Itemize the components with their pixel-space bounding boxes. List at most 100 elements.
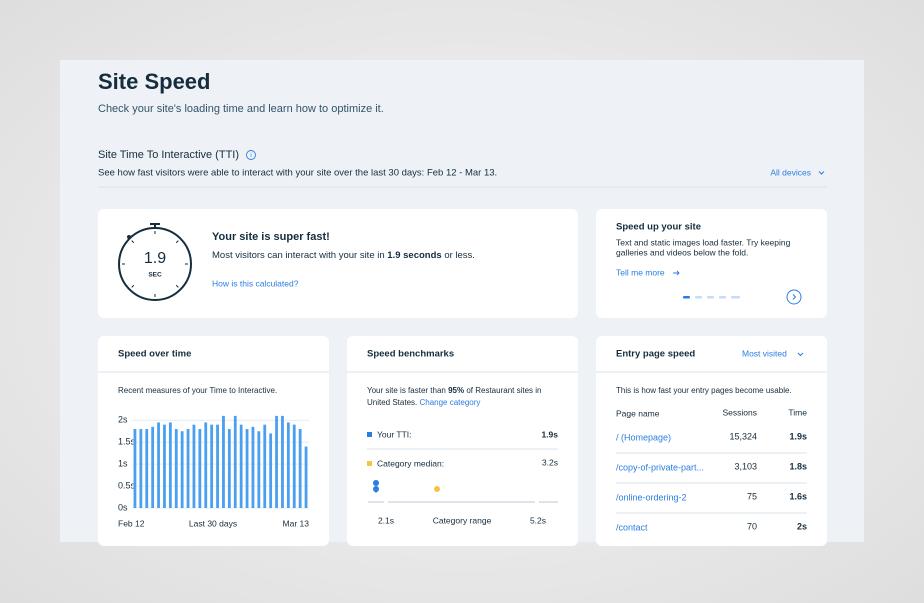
legend-swatch <box>367 461 372 466</box>
your-pin <box>373 486 379 492</box>
range-track <box>368 501 384 503</box>
entry-card <box>596 336 827 546</box>
page-link[interactable]: / (Homepage) <box>616 432 671 442</box>
sessions: 75 <box>747 491 757 501</box>
tick <box>131 240 135 244</box>
pager-dot[interactable] <box>719 296 726 299</box>
your-pin <box>373 480 380 493</box>
summary-link[interactable]: How is this calculated? <box>212 278 299 288</box>
range-label: Category range <box>433 515 492 525</box>
pager-dot[interactable] <box>707 296 714 299</box>
y-tick-label: 1s <box>118 459 128 469</box>
card-description: This is how fast your entry pages become… <box>616 386 792 395</box>
bar <box>163 424 166 508</box>
page-link[interactable]: /contact <box>616 522 648 532</box>
pager-dot[interactable] <box>683 296 690 299</box>
bar <box>145 429 149 508</box>
x-label: Last 30 days <box>189 518 237 528</box>
bar <box>304 446 308 508</box>
column-header: Sessions <box>723 407 758 417</box>
bar <box>198 429 202 508</box>
y-tick-label: 1.5s <box>118 437 136 447</box>
info-icon[interactable] <box>246 150 256 160</box>
bar <box>298 429 302 508</box>
range-track <box>539 501 558 503</box>
pager-dot[interactable] <box>695 296 702 299</box>
y-tick-label: 0s <box>118 502 128 512</box>
next-button[interactable] <box>786 289 802 305</box>
stopwatch-knob <box>127 235 131 239</box>
info-i: i <box>250 153 251 159</box>
row-value: 3.2s <box>542 457 558 467</box>
stopwatch-ticks <box>122 231 188 297</box>
benchmark-text: Your site is faster than 95% of Restaura… <box>367 386 541 395</box>
bar <box>275 415 278 508</box>
bar <box>281 415 284 508</box>
bar <box>133 429 137 508</box>
bar <box>292 424 296 508</box>
summary-value: 1.9 <box>144 250 166 267</box>
text: Your site is faster than <box>367 386 448 395</box>
time: 1.9s <box>789 431 807 441</box>
bar <box>186 429 190 508</box>
x-label: Feb 12 <box>118 518 145 528</box>
text-bold: 1.9 seconds <box>387 250 441 261</box>
legend-swatch <box>367 432 372 437</box>
benchmark-text: United States. Change category <box>367 398 480 407</box>
chevron <box>797 352 804 357</box>
time: 1.8s <box>789 461 807 471</box>
summary-text: Most visitors can interact with your sit… <box>212 250 475 261</box>
card-title: Entry page speed <box>616 349 695 360</box>
bar <box>151 426 155 508</box>
bar <box>139 429 143 508</box>
chevron <box>818 171 825 175</box>
tip-title: Speed up your site <box>616 222 701 233</box>
bar <box>192 424 196 508</box>
arrow <box>673 270 680 276</box>
summary-unit: SEC <box>148 272 162 279</box>
row-label: Category median: <box>377 458 444 468</box>
link[interactable]: Change category <box>419 398 480 407</box>
bar <box>227 429 231 508</box>
bar <box>180 431 184 508</box>
page-link[interactable]: /online-ordering-2 <box>616 492 687 502</box>
card-description: Recent measures of your Time to Interact… <box>118 386 277 395</box>
pager-dot[interactable] <box>731 296 740 299</box>
entry-filter[interactable]: Most visited <box>742 348 787 358</box>
tip-line: Text and static images load faster. Try … <box>616 237 791 247</box>
range-min: 2.1s <box>378 515 394 525</box>
card-title: Speed over time <box>118 349 191 360</box>
entry-rows: / (Homepage) 15,324 1.9s/copy-of-private-p… <box>616 431 807 532</box>
text-bold: 95% <box>448 386 464 395</box>
column-header: Time <box>788 407 807 417</box>
time: 2s <box>797 521 807 531</box>
section-title: Site Time To Interactive (TTI) <box>98 149 239 161</box>
sessions: 3,103 <box>734 461 757 471</box>
sessions: 15,324 <box>729 431 757 441</box>
tip-link[interactable]: Tell me more <box>616 267 665 277</box>
sessions: 70 <box>747 521 757 531</box>
device-filter[interactable]: All devices <box>770 167 811 177</box>
page-link[interactable]: /copy-of-private-part... <box>616 462 704 472</box>
tick <box>175 240 179 244</box>
summary-heading: Your site is super fast! <box>212 231 330 243</box>
bar <box>210 424 214 508</box>
bar <box>168 422 172 508</box>
tip-card <box>596 209 827 318</box>
tick <box>175 284 179 288</box>
benchmark-card <box>347 336 578 546</box>
bar <box>269 433 273 508</box>
bar <box>216 424 219 508</box>
x-label: Mar 13 <box>283 518 310 528</box>
row-value: 1.9s <box>541 429 558 439</box>
text: Most visitors can interact with your sit… <box>212 250 387 261</box>
bar <box>174 429 178 508</box>
bar-chart: 0s 0.5s 1s 1.5s 2s <box>118 415 309 512</box>
column-header: Page name <box>616 408 660 418</box>
bar <box>204 422 208 508</box>
y-tick-label: 0.5s <box>118 480 136 490</box>
bar <box>257 431 261 508</box>
bar <box>251 426 255 508</box>
